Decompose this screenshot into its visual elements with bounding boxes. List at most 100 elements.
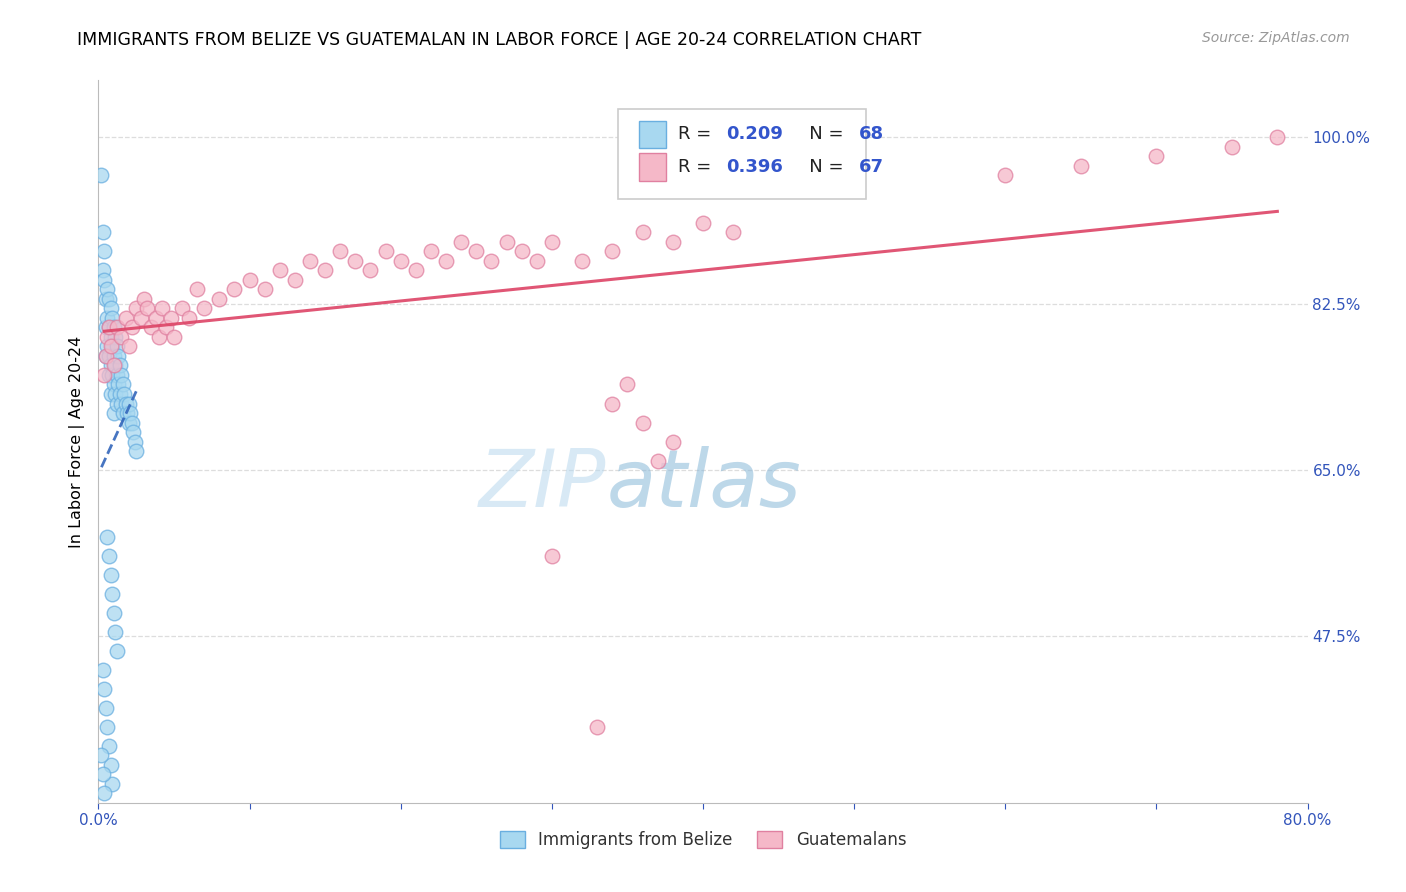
Point xyxy=(141,320,163,334)
Point xyxy=(103,606,125,620)
Point xyxy=(110,396,132,410)
Point xyxy=(420,244,443,259)
Point xyxy=(94,320,117,334)
Point xyxy=(374,244,396,259)
Point xyxy=(100,567,122,582)
Text: N =: N = xyxy=(793,158,849,176)
Point xyxy=(540,549,562,563)
Point xyxy=(94,700,117,714)
Point xyxy=(105,643,128,657)
Point xyxy=(100,330,122,344)
Point xyxy=(105,396,128,410)
Text: R =: R = xyxy=(678,158,717,176)
Point xyxy=(148,330,170,344)
Point xyxy=(93,273,115,287)
Point xyxy=(101,368,124,382)
Point xyxy=(90,748,112,763)
Point xyxy=(104,387,127,401)
Point xyxy=(104,359,127,373)
Point xyxy=(96,310,118,325)
Point xyxy=(602,396,624,410)
Point xyxy=(125,444,148,458)
Point xyxy=(299,253,322,268)
Point xyxy=(108,359,131,373)
Point xyxy=(101,310,124,325)
Point xyxy=(160,310,183,325)
Point xyxy=(465,244,488,259)
Point xyxy=(150,301,173,316)
Point xyxy=(602,244,624,259)
Point xyxy=(111,377,134,392)
Point xyxy=(118,416,141,430)
Point xyxy=(163,330,186,344)
Point xyxy=(132,292,155,306)
Text: 0.209: 0.209 xyxy=(725,126,783,144)
Point xyxy=(96,339,118,353)
Point xyxy=(631,226,654,240)
Point xyxy=(96,282,118,296)
Point xyxy=(481,253,503,268)
Point xyxy=(112,387,135,401)
Point xyxy=(118,339,141,353)
Point xyxy=(1144,149,1167,163)
Point xyxy=(186,282,208,296)
Point xyxy=(135,301,157,316)
Point xyxy=(100,301,122,316)
FancyBboxPatch shape xyxy=(638,120,665,148)
Point xyxy=(125,301,148,316)
Point xyxy=(91,263,114,277)
Point xyxy=(103,359,125,373)
Text: IMMIGRANTS FROM BELIZE VS GUATEMALAN IN LABOR FORCE | AGE 20-24 CORRELATION CHAR: IMMIGRANTS FROM BELIZE VS GUATEMALAN IN … xyxy=(77,31,922,49)
Point xyxy=(360,263,382,277)
Point xyxy=(104,624,127,639)
Point xyxy=(107,377,129,392)
Text: ZIP: ZIP xyxy=(479,446,606,524)
Point xyxy=(98,320,121,334)
Point xyxy=(405,263,427,277)
Point xyxy=(314,263,336,277)
Point xyxy=(94,349,117,363)
Point xyxy=(105,320,128,334)
Point xyxy=(98,739,121,753)
Point xyxy=(692,216,714,230)
Point xyxy=(103,406,125,420)
Point xyxy=(115,406,138,420)
Point xyxy=(91,226,114,240)
Point xyxy=(103,349,125,363)
Point xyxy=(108,387,131,401)
Point xyxy=(631,416,654,430)
Point xyxy=(90,169,112,183)
Point xyxy=(100,339,122,353)
Point xyxy=(121,320,143,334)
Text: atlas: atlas xyxy=(606,446,801,524)
Point xyxy=(661,235,683,249)
Point xyxy=(571,253,593,268)
Point xyxy=(155,320,177,334)
Point xyxy=(101,587,124,601)
Text: Source: ZipAtlas.com: Source: ZipAtlas.com xyxy=(1202,31,1350,45)
Point xyxy=(104,330,127,344)
Point xyxy=(110,330,132,344)
Point xyxy=(98,368,121,382)
Point xyxy=(1070,159,1092,173)
Point xyxy=(93,368,115,382)
Point xyxy=(93,786,115,800)
Point xyxy=(193,301,215,316)
Point xyxy=(1267,130,1289,145)
Point xyxy=(661,434,683,449)
Point xyxy=(93,681,115,696)
Point xyxy=(1220,140,1243,154)
Point xyxy=(208,292,231,306)
Point xyxy=(96,330,118,344)
Point xyxy=(616,377,638,392)
Point xyxy=(434,253,457,268)
Point xyxy=(105,339,128,353)
Point xyxy=(114,310,136,325)
Point xyxy=(118,396,141,410)
Point xyxy=(145,310,167,325)
Legend: Immigrants from Belize, Guatemalans: Immigrants from Belize, Guatemalans xyxy=(494,824,912,856)
Point xyxy=(96,720,118,734)
Point xyxy=(122,425,145,439)
Text: 0.396: 0.396 xyxy=(725,158,783,176)
Point xyxy=(526,253,548,268)
